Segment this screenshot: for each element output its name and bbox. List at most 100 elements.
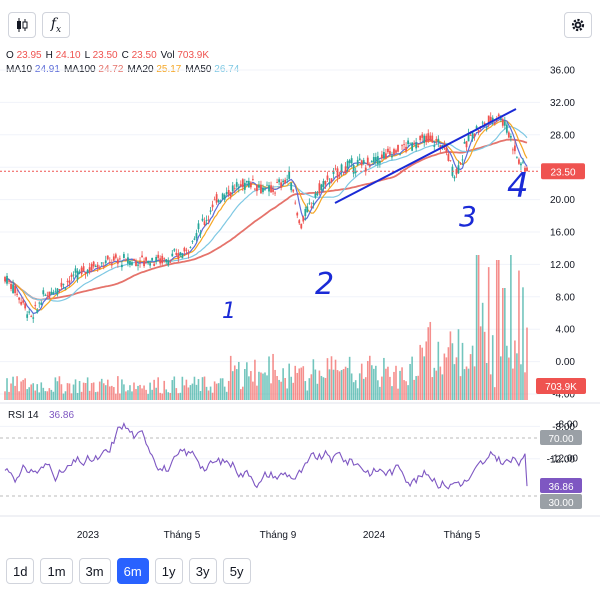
candle-body [70, 274, 73, 277]
volume-bar [260, 372, 262, 400]
volume-bar [165, 389, 168, 400]
candle-body [147, 261, 149, 264]
candle-body [378, 160, 381, 164]
candle-body [445, 148, 448, 153]
indicators-button[interactable]: fx [42, 12, 70, 38]
volume-bar [256, 385, 258, 400]
candle-body [241, 179, 244, 188]
candle-body [395, 150, 397, 153]
volume-bar [94, 392, 97, 400]
volume-bar [250, 371, 252, 400]
ohlc-key: O [6, 50, 17, 61]
volume-bar [149, 382, 151, 400]
candle-body [32, 317, 35, 319]
volume-bar [318, 370, 321, 400]
volume-bar [171, 380, 174, 400]
candle-body [207, 219, 210, 221]
volume-bar [336, 370, 339, 400]
volume-bar [177, 393, 180, 400]
range-button-1y[interactable]: 1y [154, 558, 183, 584]
candle-body [354, 171, 357, 174]
candle-body [431, 135, 434, 143]
candle-body [44, 294, 47, 296]
range-button-3m[interactable]: 3m [78, 558, 111, 584]
candle-body [110, 263, 113, 266]
volume-bar [229, 355, 232, 400]
volume-bar [191, 383, 194, 400]
candle-body [264, 188, 266, 190]
candle-body [24, 303, 27, 309]
volume-bar [338, 371, 341, 400]
price-axis-label: 36.00 [550, 66, 575, 77]
price-axis-label: 12.00 [550, 260, 575, 271]
candle-body [247, 180, 250, 188]
candle-body [346, 160, 349, 169]
volume-bar [68, 383, 71, 400]
volume-bar [223, 386, 226, 400]
volume-bar [326, 358, 329, 400]
price-axis: 36.0032.0028.0024.0020.0016.0012.008.004… [536, 66, 586, 465]
candle-body [310, 206, 313, 208]
candle-body [215, 194, 218, 203]
chart-type-button[interactable] [8, 12, 36, 38]
volume-bar [185, 379, 188, 400]
candle-body [459, 163, 462, 165]
price-chart[interactable]: 1 2 34 36.00 32.00 28.00 2 4.00 20.00 16.00 12.00… [0, 44, 600, 554]
volume-bar [457, 329, 460, 400]
range-button-1m[interactable]: 1m [40, 558, 73, 584]
candle-body [352, 164, 355, 174]
candle-body [171, 253, 174, 257]
candle-body [389, 151, 391, 155]
volume-bar [40, 382, 43, 400]
candle-body [116, 259, 119, 264]
volume-bar [340, 370, 343, 400]
volume-bar [252, 381, 254, 400]
candle-body [137, 264, 139, 266]
candle-body [254, 188, 256, 190]
candle-body [225, 192, 228, 195]
candle-body [4, 277, 6, 282]
volume-bar [522, 287, 524, 400]
volume-bar [56, 381, 59, 400]
volume-bar [278, 379, 280, 400]
volume-bar [471, 345, 474, 400]
candle-body [159, 258, 162, 264]
volume-bar [28, 387, 30, 400]
volume-bar [98, 381, 101, 400]
volume-bar [181, 376, 184, 400]
annotation-3: 3 [459, 200, 477, 233]
candle-body [441, 145, 444, 147]
candle-body [457, 165, 460, 174]
candle-body [106, 255, 109, 260]
volume-bar [86, 377, 89, 400]
volume-bar [304, 381, 307, 400]
candle-body [237, 186, 240, 188]
volume-bar [92, 382, 95, 400]
volume-bar [161, 393, 164, 400]
candle-body [42, 290, 45, 295]
range-button-1d[interactable]: 1d [6, 558, 35, 584]
candle-body [374, 157, 377, 161]
volume-bar [219, 378, 222, 400]
candle-body [149, 263, 152, 266]
candle-body [288, 171, 291, 179]
candle-body [60, 282, 63, 287]
volume-bar [106, 379, 109, 400]
volume-bar [32, 383, 35, 400]
range-selector: 1d 1m 3m 6m 1y 3y 5y [6, 558, 251, 584]
volume-bar [423, 356, 426, 400]
volume-bar [518, 270, 520, 400]
moving-averages [4, 118, 528, 315]
candle-body [405, 146, 407, 152]
volume-bar [143, 385, 145, 400]
settings-button[interactable] [564, 12, 592, 38]
range-button-5y[interactable]: 5y [222, 558, 251, 584]
volume-bar [443, 353, 446, 400]
volume-bar [129, 385, 131, 400]
candle-body [104, 260, 107, 263]
candle-body [125, 259, 127, 261]
range-button-3y[interactable]: 3y [188, 558, 217, 584]
range-button-6m[interactable]: 6m [116, 558, 149, 584]
candle-body [526, 167, 528, 172]
candle-body [256, 185, 258, 192]
